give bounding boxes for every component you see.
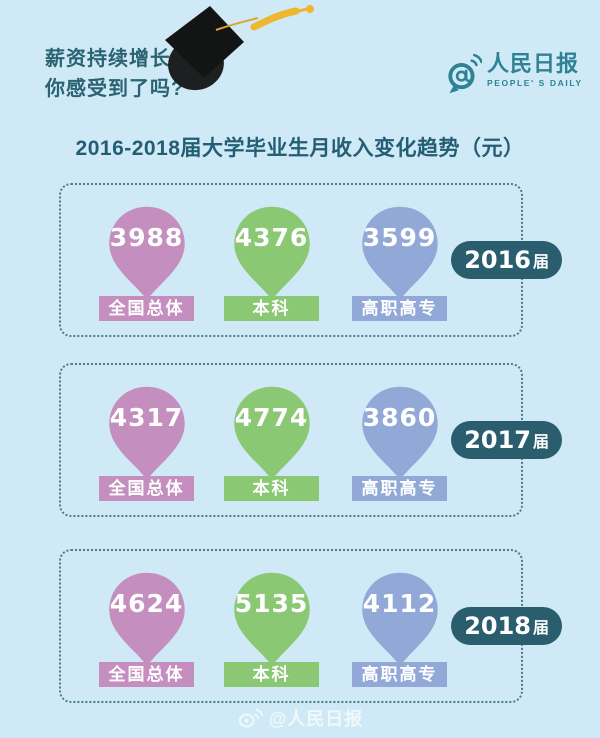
category-label: 本科 bbox=[224, 662, 319, 687]
year-badge: 2016 届 bbox=[451, 241, 562, 279]
income-value: 4774 bbox=[234, 403, 309, 432]
peoples-daily-logo: 人民日报 PEOPLE' S DAILY bbox=[446, 52, 583, 95]
year-section-2017: 4317 全国总体 4774 本科 3860 高职高专 2017 届 bbox=[59, 363, 562, 517]
badge-suffix-text: 届 bbox=[532, 434, 549, 451]
balloon-pin-icon bbox=[233, 386, 310, 478]
category-label: 全国总体 bbox=[99, 476, 194, 501]
pin-national: 4317 全国总体 bbox=[99, 385, 194, 501]
year-section-2016: 3988 全国总体 4376 本科 3599 高职高专 2016 届 bbox=[59, 183, 562, 337]
balloon-pin-icon bbox=[361, 572, 438, 664]
tassel-tip bbox=[292, 7, 309, 14]
tassel-knob bbox=[306, 5, 314, 13]
slogan-line-1: 薪资持续增长， bbox=[45, 48, 192, 70]
balloon-pin-icon bbox=[361, 206, 438, 298]
income-value: 3599 bbox=[362, 223, 437, 252]
income-value: 5135 bbox=[234, 589, 309, 618]
balloon-pin-icon bbox=[233, 206, 310, 298]
income-value: 4376 bbox=[234, 223, 309, 252]
pin-vocational: 4112 高职高专 bbox=[352, 571, 447, 687]
weibo-eye-icon bbox=[238, 709, 263, 728]
page-title: 2016-2018届大学毕业生月收入变化趋势（元） bbox=[75, 137, 525, 160]
pin-national: 3988 全国总体 bbox=[99, 205, 194, 321]
badge-suffix-text: 届 bbox=[532, 620, 549, 637]
category-label: 本科 bbox=[224, 296, 319, 321]
balloon-pin-icon bbox=[108, 572, 185, 664]
income-value: 4112 bbox=[362, 589, 437, 618]
slogan: 薪资持续增长， 你感受到了吗? bbox=[45, 44, 192, 104]
pin-bachelor: 4774 本科 bbox=[224, 385, 319, 501]
income-value: 4317 bbox=[109, 403, 184, 432]
badge-suffix-text: 届 bbox=[532, 254, 549, 271]
at-megaphone-icon bbox=[448, 53, 482, 94]
badge-year-text: 2017 bbox=[464, 426, 531, 454]
pin-vocational: 3599 高职高专 bbox=[352, 205, 447, 321]
pin-bachelor: 5135 本科 bbox=[224, 571, 319, 687]
logo-subtitle: PEOPLE' S DAILY bbox=[487, 78, 583, 88]
pin-national: 4624 全国总体 bbox=[99, 571, 194, 687]
category-label: 高职高专 bbox=[352, 662, 447, 687]
category-label: 本科 bbox=[224, 476, 319, 501]
year-section-2018: 4624 全国总体 5135 本科 4112 高职高专 2018 届 bbox=[59, 549, 562, 703]
income-value: 3988 bbox=[109, 223, 184, 252]
balloon-pin-icon bbox=[361, 386, 438, 478]
balloon-pin-icon bbox=[108, 206, 185, 298]
watermark-text: @人民日报 bbox=[268, 709, 364, 729]
category-label: 全国总体 bbox=[99, 662, 194, 687]
badge-year-text: 2018 bbox=[464, 612, 531, 640]
category-label: 高职高专 bbox=[352, 296, 447, 321]
badge-year-text: 2016 bbox=[464, 246, 531, 274]
graduation-cap-icon bbox=[165, 5, 314, 91]
tassel-tuft bbox=[250, 7, 300, 31]
year-badge: 2018 届 bbox=[451, 607, 562, 645]
pin-vocational: 3860 高职高专 bbox=[352, 385, 447, 501]
income-value: 3860 bbox=[362, 403, 437, 432]
category-label: 高职高专 bbox=[352, 476, 447, 501]
income-value: 4624 bbox=[109, 589, 184, 618]
logo-name: 人民日报 bbox=[487, 51, 580, 76]
category-label: 全国总体 bbox=[99, 296, 194, 321]
tassel-cord bbox=[215, 17, 259, 31]
balloon-pin-icon bbox=[108, 386, 185, 478]
year-badge: 2017 届 bbox=[451, 421, 562, 459]
pin-bachelor: 4376 本科 bbox=[224, 205, 319, 321]
balloon-pin-icon bbox=[233, 572, 310, 664]
footer-watermark: @人民日报 bbox=[0, 705, 600, 731]
slogan-line-2: 你感受到了吗? bbox=[45, 78, 185, 100]
